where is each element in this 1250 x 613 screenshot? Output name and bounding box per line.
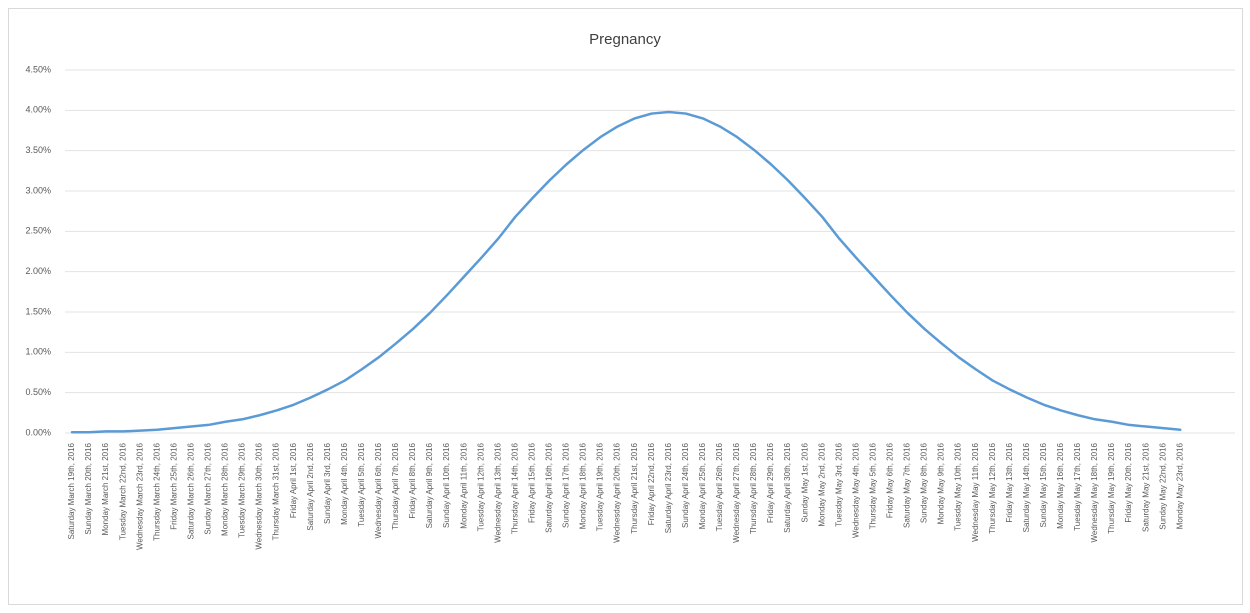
x-tick-label: Sunday April 3rd, 2016 [323,442,332,523]
x-tick-label: Sunday May 8th, 2016 [920,442,929,523]
x-tick-label: Sunday March 20th, 2016 [84,442,93,534]
x-tick-label: Tuesday May 17th, 2016 [1073,442,1082,530]
x-tick-label: Tuesday April 12th, 2016 [476,442,485,531]
x-tick-label: Saturday April 30th, 2016 [783,442,792,532]
x-tick-label: Wednesday March 30th, 2016 [255,442,264,549]
x-tick-label: Thursday March 24th, 2016 [152,442,161,540]
x-tick-label: Wednesday April 27th, 2016 [732,442,741,542]
x-tick-label: Saturday April 2nd, 2016 [306,442,315,530]
x-tick-label: Wednesday May 11th, 2016 [971,442,980,541]
y-tick-label: 0.00% [25,427,51,437]
x-tick-label: Tuesday March 29th, 2016 [238,442,247,537]
x-tick-label: Monday March 21st, 2016 [101,442,110,535]
x-tick-label: Thursday April 14th, 2016 [510,442,519,534]
x-tick-label: Monday May 23rd, 2016 [1175,442,1184,529]
x-tick-label: Friday April 1st, 2016 [289,442,298,518]
x-tick-label: Saturday April 16th, 2016 [545,442,554,532]
x-tick-label: Sunday April 10th, 2016 [442,442,451,528]
x-tick-label: Saturday March 26th, 2016 [186,442,195,539]
x-tick-label: Friday May 6th, 2016 [886,442,895,518]
x-tick-label: Monday April 11th, 2016 [459,442,468,528]
x-tick-label: Sunday March 27th, 2016 [204,442,213,534]
x-tick-label: Friday April 8th, 2016 [408,442,417,518]
x-tick-label: Friday May 13th, 2016 [1005,442,1014,522]
x-tick-label: Tuesday March 22nd, 2016 [118,442,127,540]
x-tick-label: Monday April 25th, 2016 [698,442,707,529]
x-tick-label: Thursday April 21st, 2016 [630,442,639,533]
y-tick-label: 4.00% [25,105,51,115]
x-tick-label: Wednesday April 13th, 2016 [493,442,502,542]
x-tick-label: Friday March 25th, 2016 [169,442,178,529]
y-tick-label: 0.50% [25,387,51,397]
x-tick-label: Saturday April 9th, 2016 [425,442,434,528]
x-tick-label: Tuesday April 26th, 2016 [715,442,724,531]
x-tick-label: Thursday March 31st, 2016 [272,442,281,540]
x-tick-label: Saturday April 23rd, 2016 [664,442,673,533]
x-tick-label: Thursday May 5th, 2016 [868,442,877,529]
x-tick-label: Wednesday May 4th, 2016 [851,442,860,538]
x-tick-label: Tuesday April 19th, 2016 [596,442,605,531]
x-tick-label: Wednesday April 6th, 2016 [374,442,383,538]
x-tick-label: Sunday April 17th, 2016 [562,442,571,528]
x-tick-label: Friday April 29th, 2016 [766,442,775,523]
y-tick-label: 3.00% [25,185,51,195]
x-tick-label: Thursday April 28th, 2016 [749,442,758,534]
data-line [70,110,1182,434]
x-tick-label: Saturday May 7th, 2016 [903,442,912,527]
x-tick-label: Sunday May 1st, 2016 [800,442,809,522]
x-tick-label: Thursday May 12th, 2016 [988,442,997,533]
y-tick-label: 1.00% [25,347,51,357]
x-tick-label: Friday April 15th, 2016 [527,442,536,523]
chart-title: Pregnancy [589,31,661,48]
x-tick-label: Tuesday May 3rd, 2016 [834,442,843,526]
x-tick-label: Saturday May 14th, 2016 [1022,442,1031,532]
x-tick-label: Monday May 9th, 2016 [937,442,946,524]
x-tick-label: Wednesday March 23rd, 2016 [135,442,144,550]
y-tick-label: 2.50% [25,226,51,236]
y-tick-label: 1.50% [25,306,51,316]
x-tick-label: Monday May 2nd, 2016 [817,442,826,526]
x-tick-label: Tuesday April 5th, 2016 [357,442,366,526]
x-tick-label: Friday April 22nd, 2016 [647,442,656,525]
y-tick-label: 3.50% [25,145,51,155]
x-tick-label: Monday May 16th, 2016 [1056,442,1065,528]
x-tick-label: Thursday May 19th, 2016 [1107,442,1116,533]
x-tick-label: Sunday May 22nd, 2016 [1158,442,1167,529]
x-tick-label: Thursday April 7th, 2016 [391,442,400,529]
x-tick-label: Tuesday May 10th, 2016 [954,442,963,530]
x-tick-label: Monday April 18th, 2016 [579,442,588,529]
chart-frame [8,8,1243,605]
x-tick-label: Sunday May 15th, 2016 [1039,442,1048,527]
y-tick-label: 2.00% [25,266,51,276]
x-tick-label: Friday May 20th, 2016 [1124,442,1133,522]
x-tick-label: Monday March 28th, 2016 [221,442,230,535]
x-tick-label: Wednesday May 18th, 2016 [1090,442,1099,542]
y-tick-label: 4.50% [25,64,51,74]
x-tick-label: Saturday May 21st, 2016 [1141,442,1150,531]
x-tick-label: Wednesday April 20th, 2016 [613,442,622,542]
x-tick-label: Monday April 4th, 2016 [340,442,349,524]
x-tick-label: Sunday April 24th, 2016 [681,442,690,528]
x-tick-label: Saturday March 19th, 2016 [67,442,76,539]
